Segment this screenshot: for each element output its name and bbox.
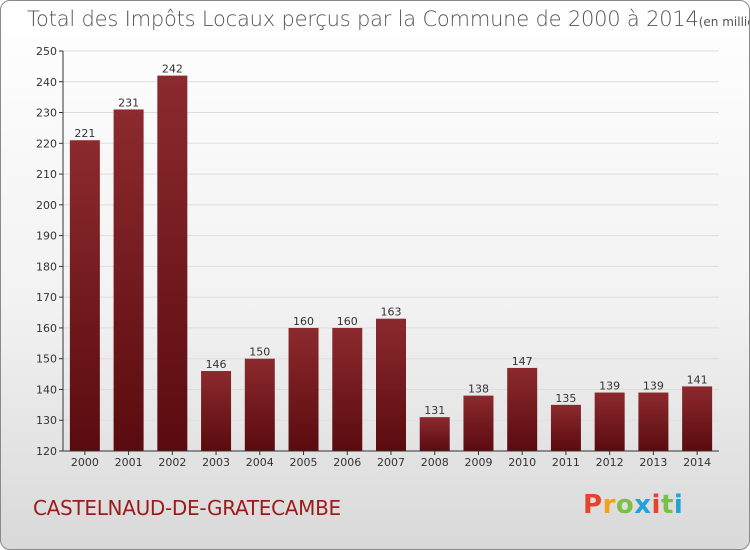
data-label: 147 (512, 355, 533, 368)
data-label: 141 (687, 373, 708, 386)
x-tick-label: 2004 (246, 456, 274, 469)
bar (419, 417, 450, 451)
data-labels: 221 231 242 146 150 160 160 163 131 138 147 135 139 1… (74, 63, 707, 418)
data-label: 160 (293, 315, 314, 328)
data-label: 139 (643, 380, 664, 393)
chart-title: Total des Impôts Locaux perçus par la Co… (27, 7, 749, 31)
x-tick-label: 2009 (464, 456, 492, 469)
bar (594, 392, 625, 451)
bar (69, 140, 100, 451)
bar (288, 327, 319, 451)
x-tick-label: 2001 (115, 456, 143, 469)
data-label: 160 (337, 315, 358, 328)
title-main: Total des Impôts Locaux perçus par la Co… (27, 7, 699, 31)
data-label: 138 (468, 383, 489, 396)
title-unit: (en milliers d'€) (698, 15, 749, 29)
x-tick-label: 2012 (596, 456, 624, 469)
bars (69, 75, 713, 451)
logo-letter: i (673, 490, 684, 520)
x-tick-label: 2007 (377, 456, 405, 469)
y-tick-label: 250 (36, 45, 57, 58)
bar (201, 371, 232, 451)
commune-name: CASTELNAUD-DE-GRATECAMBE (33, 496, 341, 520)
x-tick-label: 2000 (71, 456, 99, 469)
logo-letter: r (602, 490, 616, 520)
y-tick-label: 210 (36, 168, 57, 181)
bar (550, 404, 581, 451)
bar (463, 395, 494, 451)
x-tick-label: 2002 (158, 456, 186, 469)
y-tick-label: 170 (36, 291, 57, 304)
data-label: 139 (599, 380, 620, 393)
bar (507, 367, 538, 451)
x-tick-label: 2008 (421, 456, 449, 469)
logo-letter: P (583, 490, 603, 520)
x-tick-label: 2010 (508, 456, 536, 469)
y-tick-label: 220 (36, 137, 57, 150)
y-tick-label: 160 (36, 322, 57, 335)
logo-letter: i (651, 490, 661, 520)
data-label: 150 (249, 346, 270, 359)
bar (332, 327, 363, 451)
y-tick-label: 120 (36, 445, 57, 458)
logo-letter: t (660, 490, 674, 520)
data-label: 242 (162, 63, 183, 76)
data-label: 163 (381, 306, 402, 319)
data-label: 221 (74, 127, 95, 140)
data-label: 131 (424, 404, 445, 417)
proxiti-logo: Proxiti (583, 490, 683, 520)
x-tick-label: 2006 (333, 456, 361, 469)
logo-letter: x (634, 490, 652, 520)
y-tick-label: 180 (36, 260, 57, 273)
y-tick-label: 150 (36, 353, 57, 366)
x-tick-label: 2003 (202, 456, 230, 469)
y-tick-label: 140 (36, 383, 57, 396)
data-label: 135 (555, 392, 576, 405)
axes: 120 130 140 150 160 170 180 190 200 210 220 230 240 2… (36, 45, 719, 469)
bar (244, 358, 275, 451)
x-tick-label: 2005 (290, 456, 318, 469)
x-tick-label: 2011 (552, 456, 580, 469)
bar (376, 318, 406, 451)
bar (638, 392, 669, 451)
data-label: 231 (118, 96, 139, 109)
x-tick-label: 2014 (683, 456, 711, 469)
x-tick-label: 2013 (639, 456, 667, 469)
bar (682, 386, 713, 451)
bar (113, 109, 144, 451)
y-tick-label: 200 (36, 199, 57, 212)
y-tick-label: 230 (36, 107, 57, 120)
y-tick-label: 190 (36, 230, 57, 243)
y-tick-label: 240 (36, 76, 57, 89)
y-tick-label: 130 (36, 414, 57, 427)
logo-letter: o (615, 490, 635, 520)
data-label: 146 (206, 358, 227, 371)
bar (157, 75, 188, 451)
